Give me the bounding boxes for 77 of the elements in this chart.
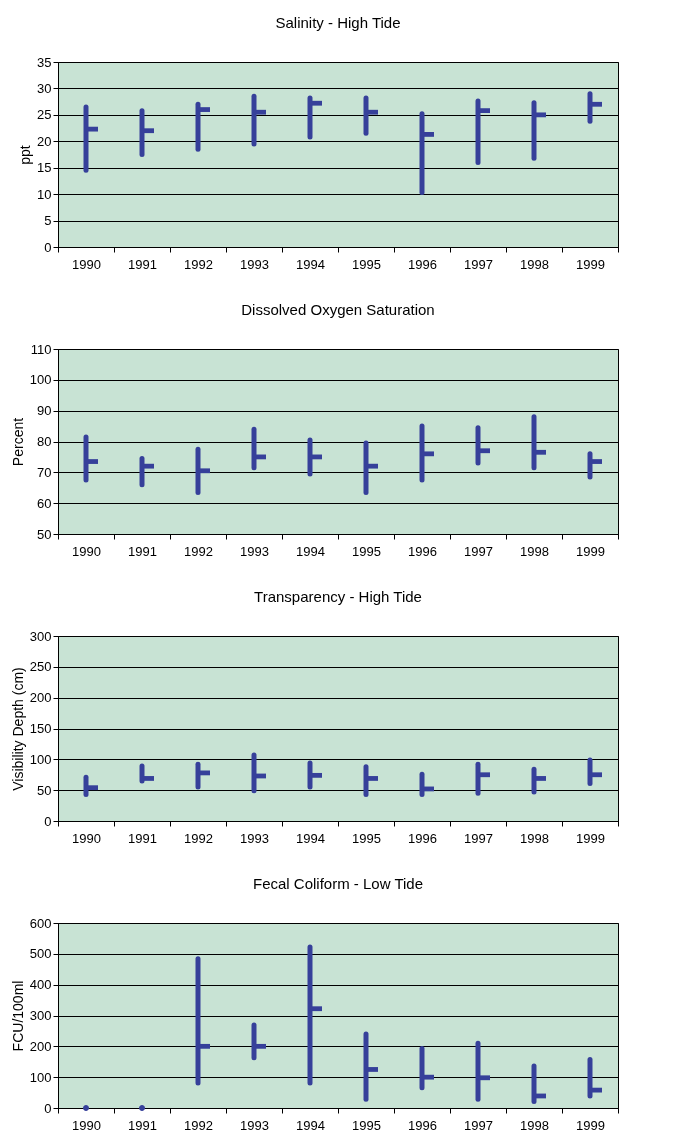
y-tick-label: 25 — [37, 107, 52, 123]
y-tick-label: 100 — [29, 1069, 52, 1085]
y-axis-title: ppt — [17, 145, 34, 165]
x-tick-label: 1993 — [240, 830, 269, 846]
x-tick-label: 1994 — [296, 830, 325, 846]
x-tick-label: 1991 — [128, 256, 157, 272]
x-tick-label: 1999 — [576, 543, 605, 559]
x-tick-label: 1990 — [72, 830, 101, 846]
x-tick-label: 1992 — [184, 830, 213, 846]
x-tick-label: 1996 — [408, 1117, 437, 1133]
x-tick-label: 1997 — [464, 1117, 493, 1133]
x-tick-label: 1994 — [296, 256, 325, 272]
x-tick-label: 1997 — [464, 543, 493, 559]
x-tick-label: 1998 — [520, 830, 549, 846]
x-tick-label: 1990 — [72, 543, 101, 559]
x-tick-label: 1998 — [520, 1117, 549, 1133]
chart-title: Transparency - High Tide — [254, 588, 422, 605]
x-tick-label: 1997 — [464, 256, 493, 272]
y-tick-label: 150 — [29, 721, 52, 736]
x-tick-label: 1993 — [240, 543, 269, 559]
y-tick-label: 100 — [29, 372, 52, 388]
y-tick-label: 50 — [37, 526, 52, 542]
y-tick-label: 110 — [30, 341, 52, 357]
x-tick-label: 1995 — [352, 830, 381, 846]
y-tick-label: 200 — [29, 690, 52, 706]
y-tick-label: 0 — [44, 239, 52, 255]
y-tick-label: 90 — [37, 403, 52, 419]
x-tick-label: 1990 — [72, 1117, 101, 1133]
x-tick-label: 1995 — [352, 543, 381, 559]
x-tick-label: 1999 — [576, 830, 605, 846]
y-tick-label: 35 — [37, 54, 52, 70]
y-tick-label: 10 — [37, 186, 52, 202]
x-tick-label: 1992 — [184, 256, 213, 272]
x-tick-label: 1992 — [184, 1117, 213, 1133]
x-tick-label: 1994 — [296, 1117, 325, 1133]
y-tick-label: 600 — [29, 915, 52, 931]
y-tick-label: 60 — [37, 495, 52, 511]
y-tick-label: 300 — [29, 628, 52, 644]
x-tick-label: 1996 — [408, 256, 437, 272]
y-tick-label: 500 — [29, 946, 52, 962]
x-tick-label: 1997 — [464, 830, 493, 846]
x-tick-label: 1996 — [408, 543, 437, 559]
y-axis-title: Percent — [9, 417, 26, 467]
y-tick-label: 0 — [44, 813, 52, 829]
y-tick-label: 0 — [44, 1100, 52, 1116]
y-tick-label: 20 — [37, 133, 52, 149]
y-tick-label: 100 — [29, 751, 52, 767]
chart-title: Dissolved Oxygen Saturation — [241, 301, 435, 318]
chart-title: Salinity - High Tide — [275, 14, 401, 31]
x-tick-label: 1995 — [352, 256, 381, 272]
x-tick-label: 1999 — [576, 1117, 605, 1133]
y-tick-label: 15 — [37, 160, 52, 176]
x-tick-label: 1998 — [520, 256, 549, 272]
x-tick-label: 1993 — [240, 1117, 269, 1133]
x-tick-label: 1991 — [128, 543, 157, 559]
y-tick-label: 5 — [44, 213, 52, 229]
y-tick-label: 400 — [29, 977, 52, 993]
x-tick-label: 1996 — [408, 830, 437, 846]
x-tick-label: 1991 — [128, 1117, 157, 1133]
x-tick-label: 1995 — [352, 1117, 381, 1133]
x-tick-label: 1991 — [128, 830, 157, 846]
y-tick-label: 50 — [37, 782, 52, 798]
y-tick-label: 30 — [37, 80, 52, 96]
y-tick-label: 80 — [37, 434, 52, 449]
y-tick-label: 70 — [37, 464, 52, 480]
x-tick-label: 1999 — [576, 256, 605, 272]
y-tick-label: 250 — [29, 659, 52, 675]
x-tick-label: 1998 — [520, 543, 549, 559]
chart-title: Fecal Coliform - Low Tide — [252, 875, 424, 892]
y-tick-label: 300 — [29, 1008, 52, 1023]
x-tick-label: 1993 — [240, 256, 269, 272]
y-axis-title: Visibility Depth (cm) — [9, 667, 26, 791]
y-tick-label: 200 — [29, 1038, 52, 1054]
x-tick-label: 1992 — [184, 543, 213, 559]
x-tick-label: 1994 — [296, 543, 325, 559]
x-tick-label: 1990 — [72, 256, 101, 272]
y-axis-title: FCU/100ml — [9, 980, 26, 1052]
